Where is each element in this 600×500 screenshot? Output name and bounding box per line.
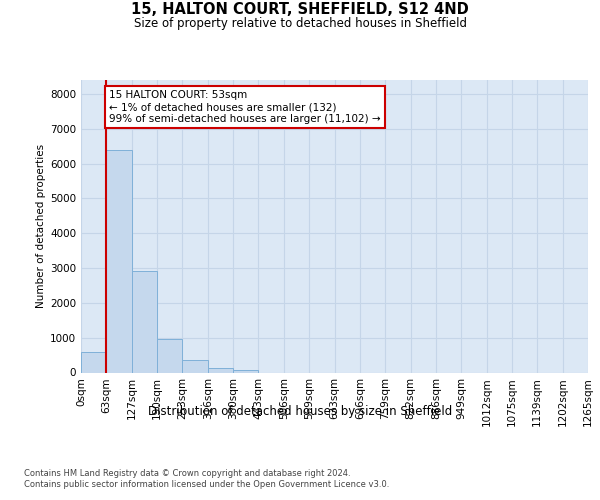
Text: Distribution of detached houses by size in Sheffield: Distribution of detached houses by size … (148, 405, 452, 418)
Bar (132, 271, 157, 372)
Bar (233, 370, 259, 372)
Text: Contains HM Land Registry data © Crown copyright and database right 2024.: Contains HM Land Registry data © Crown c… (24, 468, 350, 477)
Text: 15, HALTON COURT, SHEFFIELD, S12 4ND: 15, HALTON COURT, SHEFFIELD, S12 4ND (131, 2, 469, 18)
Bar (81, 352, 106, 372)
Text: Contains public sector information licensed under the Open Government Licence v3: Contains public sector information licen… (24, 480, 389, 489)
Text: 15 HALTON COURT: 53sqm
← 1% of detached houses are smaller (132)
99% of semi-det: 15 HALTON COURT: 53sqm ← 1% of detached … (109, 90, 380, 124)
Y-axis label: Number of detached properties: Number of detached properties (36, 144, 46, 308)
Bar (182, 360, 208, 372)
Bar (106, 150, 132, 372)
Bar (208, 368, 233, 372)
Text: Size of property relative to detached houses in Sheffield: Size of property relative to detached ho… (133, 18, 467, 30)
Bar (157, 338, 182, 372)
